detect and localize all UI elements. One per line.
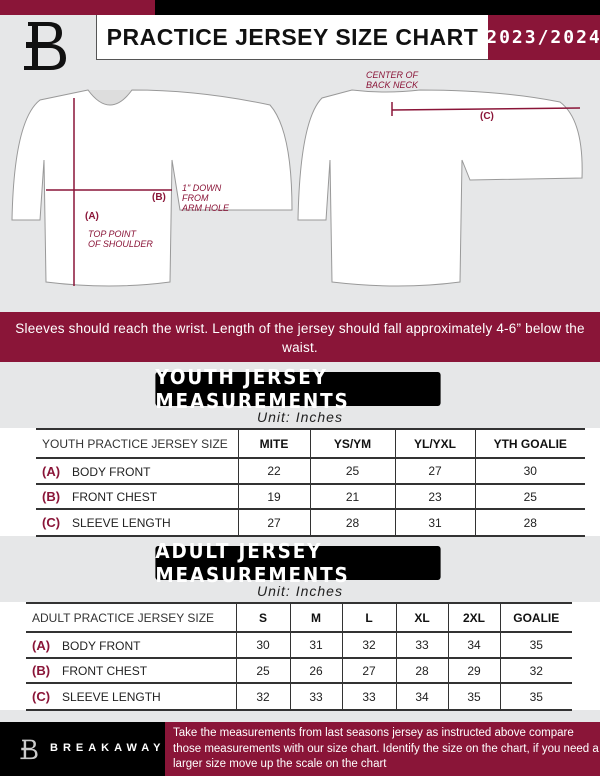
table-row: (A) BODY FRONT 30 31 32 33 34 35 <box>26 632 572 659</box>
youth-section-title: YOUTH JERSEY MEASUREMENTS <box>155 365 441 413</box>
table-row: (B) FRONT CHEST 25 26 27 28 29 32 <box>26 658 572 684</box>
cell: 28 <box>309 509 395 537</box>
cell: 32 <box>341 632 396 659</box>
cell: 30 <box>474 458 585 485</box>
row-name: SLEEVE LENGTH <box>72 516 171 530</box>
table-row: (C) SLEEVE LENGTH 32 33 33 34 35 35 <box>26 683 572 711</box>
cell: 25 <box>309 458 395 485</box>
row-name: SLEEVE LENGTH <box>62 690 161 704</box>
cell: 30 <box>235 632 290 659</box>
season-badge: 2023/2024 <box>486 15 600 60</box>
cell: 32 <box>235 683 290 711</box>
row-code: (A) <box>32 637 51 653</box>
column-header: YOUTH PRACTICE JERSEY SIZE <box>36 428 238 459</box>
page-title: PRACTICE JERSEY SIZE CHART <box>96 15 488 60</box>
row-code: (B) <box>42 489 61 504</box>
cell: 25 <box>474 484 585 510</box>
cell: 27 <box>341 658 396 684</box>
instruction-banner: Sleeves should reach the wrist. Length o… <box>0 312 600 362</box>
column-header: GOALIE <box>499 602 572 633</box>
row-name: FRONT CHEST <box>72 490 158 504</box>
brand-name: BREAKAWAY <box>50 742 166 754</box>
front-jersey <box>11 89 293 287</box>
label-a: (A) <box>85 211 99 222</box>
adult-section-title: ADULT JERSEY MEASUREMENTS <box>155 539 441 587</box>
youth-unit: Unit: Inches <box>257 409 343 425</box>
footer-instructions: Take the measurements from last seasons … <box>165 722 600 776</box>
column-header: MITE <box>237 428 310 459</box>
column-header: YTH GOALIE <box>474 428 585 459</box>
cell: 28 <box>474 509 585 537</box>
row-code: (C) <box>42 515 61 530</box>
adult-unit: Unit: Inches <box>257 583 343 599</box>
column-header: L <box>341 602 396 633</box>
cell: 34 <box>395 683 448 711</box>
top-accent-bar <box>0 0 155 15</box>
table-row: (B) FRONT CHEST 19 21 23 25 <box>36 484 585 510</box>
cell: 31 <box>394 509 475 537</box>
row-code: (B) <box>32 663 51 678</box>
cell: 33 <box>341 683 396 711</box>
cell: 33 <box>395 632 448 659</box>
cell: 27 <box>394 458 475 485</box>
table-header-row: YOUTH PRACTICE JERSEY SIZE MITE YS/YM YL… <box>36 428 585 459</box>
cell: 26 <box>289 658 342 684</box>
note-c: CENTER OF BACK NECK <box>366 70 419 90</box>
column-header: M <box>289 602 342 633</box>
column-header: S <box>235 602 290 633</box>
row-name: FRONT CHEST <box>62 664 148 678</box>
table-row: (C) SLEEVE LENGTH 27 28 31 28 <box>36 509 585 537</box>
jersey-diagram <box>11 89 583 287</box>
cell: 23 <box>394 484 475 510</box>
column-header: YS/YM <box>309 428 395 459</box>
cell: 33 <box>289 683 342 711</box>
row-name: BODY FRONT <box>62 638 141 653</box>
cell: 28 <box>395 658 448 684</box>
cell: 21 <box>309 484 395 510</box>
cell: 22 <box>237 458 310 485</box>
column-header: XL <box>395 602 448 633</box>
cell: 29 <box>447 658 500 684</box>
breakaway-logo-icon <box>24 22 66 70</box>
cell: 34 <box>447 632 500 659</box>
column-header: 2XL <box>447 602 500 633</box>
cell: 35 <box>447 683 500 711</box>
adult-table: ADULT PRACTICE JERSEY SIZE S M L XL 2XL … <box>26 602 572 711</box>
cell: 27 <box>237 509 310 537</box>
cell: 25 <box>235 658 290 684</box>
column-header: YL/YXL <box>394 428 475 459</box>
row-name: BODY FRONT <box>72 464 151 479</box>
youth-table: YOUTH PRACTICE JERSEY SIZE MITE YS/YM YL… <box>36 428 585 537</box>
cell: 32 <box>499 658 572 684</box>
cell: 19 <box>237 484 310 510</box>
table-row: (A) BODY FRONT 22 25 27 30 <box>36 458 585 485</box>
cell: 31 <box>289 632 342 659</box>
label-c: (C) <box>480 111 494 122</box>
column-header: ADULT PRACTICE JERSEY SIZE <box>26 602 236 633</box>
top-black-bar <box>155 0 600 15</box>
note-b: 1" DOWN FROM ARM HOLE <box>182 183 230 213</box>
cell: 35 <box>499 632 572 659</box>
row-code: (A) <box>42 463 61 479</box>
back-jersey <box>297 89 583 287</box>
note-a: TOP POINT OF SHOULDER <box>88 229 153 249</box>
table-header-row: ADULT PRACTICE JERSEY SIZE S M L XL 2XL … <box>26 602 572 633</box>
row-code: (C) <box>32 689 51 704</box>
cell: 35 <box>499 683 572 711</box>
breakaway-logo-icon <box>20 739 38 760</box>
label-b: (B) <box>152 192 166 203</box>
